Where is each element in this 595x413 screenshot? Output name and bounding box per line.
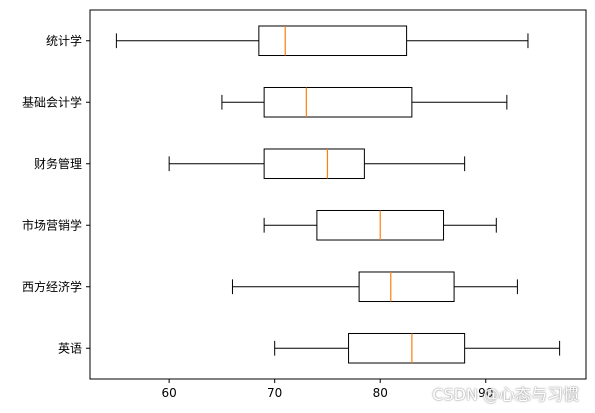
y-tick-label: 财务管理 (34, 156, 82, 171)
box (348, 332, 466, 364)
y-tick-label: 英语 (58, 341, 82, 355)
box (358, 271, 455, 303)
x-tick-label: 70 (267, 386, 282, 400)
y-tick-label: 统计学 (46, 33, 82, 48)
y-tick-label: 西方经济学 (22, 279, 82, 294)
watermark: CSDN @心态与习惯 (432, 385, 579, 404)
x-tick-label: 60 (162, 386, 177, 400)
x-tick-label: 90 (478, 386, 493, 400)
plot-area (89, 9, 587, 380)
box (258, 25, 408, 57)
x-tick-label: 80 (373, 386, 388, 400)
box (263, 86, 413, 118)
box-group (115, 25, 561, 364)
box (263, 148, 365, 180)
y-tick-label: 基础会计学 (22, 94, 82, 109)
x-axis: 60 70 80 90 (162, 379, 493, 400)
y-tick-label: 市场营销学 (22, 217, 82, 232)
